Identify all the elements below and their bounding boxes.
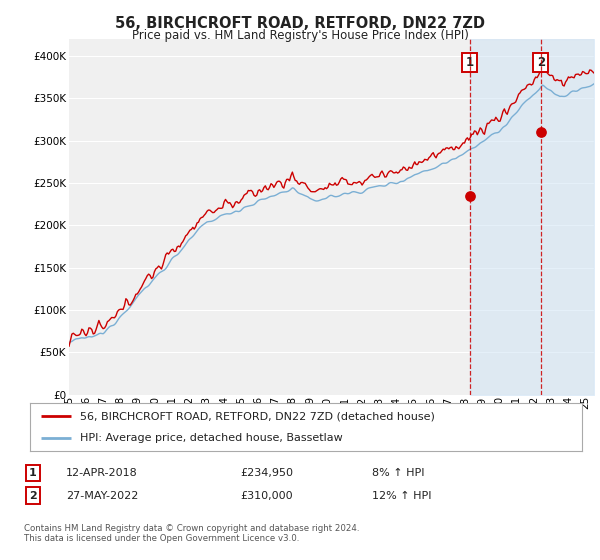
Text: 56, BIRCHCROFT ROAD, RETFORD, DN22 7ZD (detached house): 56, BIRCHCROFT ROAD, RETFORD, DN22 7ZD (… bbox=[80, 411, 434, 421]
Text: 56, BIRCHCROFT ROAD, RETFORD, DN22 7ZD: 56, BIRCHCROFT ROAD, RETFORD, DN22 7ZD bbox=[115, 16, 485, 31]
Text: 12-APR-2018: 12-APR-2018 bbox=[66, 468, 138, 478]
Text: £234,950: £234,950 bbox=[240, 468, 293, 478]
Text: 27-MAY-2022: 27-MAY-2022 bbox=[66, 491, 139, 501]
Text: 1: 1 bbox=[29, 468, 37, 478]
Point bbox=[536, 128, 545, 137]
Text: 1: 1 bbox=[466, 56, 473, 69]
Text: 8% ↑ HPI: 8% ↑ HPI bbox=[372, 468, 425, 478]
Text: £310,000: £310,000 bbox=[240, 491, 293, 501]
Point bbox=[465, 192, 475, 200]
Text: HPI: Average price, detached house, Bassetlaw: HPI: Average price, detached house, Bass… bbox=[80, 433, 343, 443]
Text: 12% ↑ HPI: 12% ↑ HPI bbox=[372, 491, 431, 501]
Text: 2: 2 bbox=[537, 56, 545, 69]
Text: 2: 2 bbox=[29, 491, 37, 501]
Text: Contains HM Land Registry data © Crown copyright and database right 2024.
This d: Contains HM Land Registry data © Crown c… bbox=[24, 524, 359, 543]
Text: Price paid vs. HM Land Registry's House Price Index (HPI): Price paid vs. HM Land Registry's House … bbox=[131, 29, 469, 42]
